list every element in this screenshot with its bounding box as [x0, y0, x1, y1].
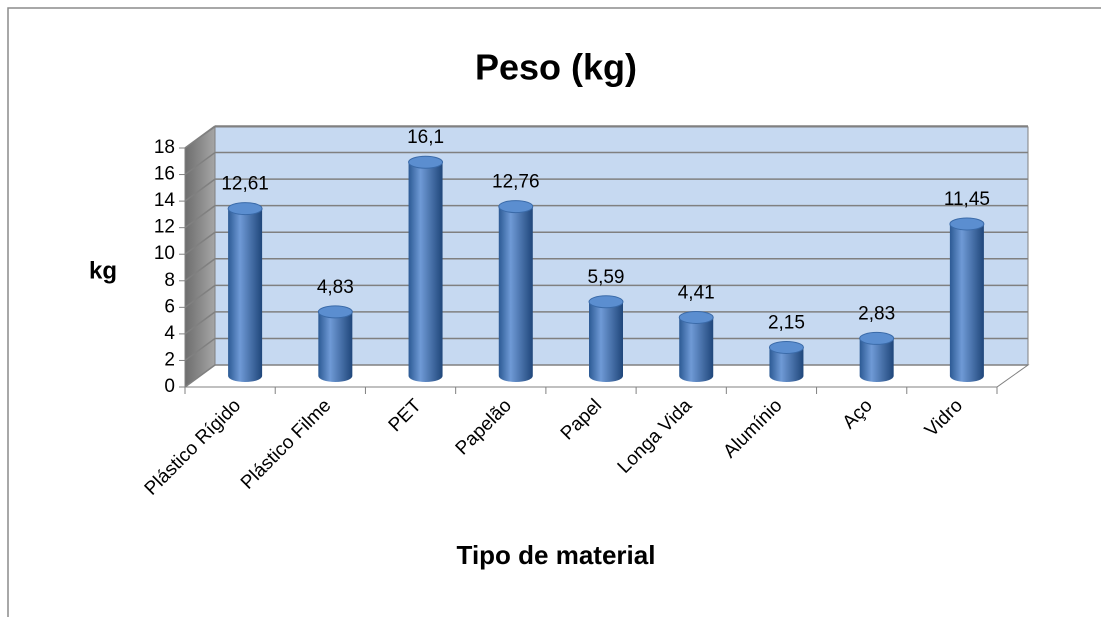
grid-line	[184, 178, 216, 202]
value-label: 4,83	[317, 277, 354, 298]
grid-line	[184, 205, 216, 229]
y-tick-label: 0	[164, 376, 175, 397]
bar	[589, 301, 623, 382]
value-label: 11,45	[944, 189, 990, 210]
x-tick-label: Longa Vida	[614, 395, 697, 478]
grid-line	[184, 258, 216, 282]
bar-top	[227, 202, 263, 216]
bar-top	[678, 310, 714, 324]
bar	[228, 208, 263, 382]
bar-top	[498, 200, 534, 214]
x-tick-label: Alumínio	[719, 395, 786, 462]
value-label: 12,76	[492, 172, 540, 193]
value-label: 5,59	[588, 267, 625, 288]
bar	[949, 223, 984, 382]
bar-top	[859, 331, 895, 345]
x-tick-label: Plástico Rígido	[141, 395, 245, 499]
grid-line	[184, 364, 216, 388]
y-tick-label: 6	[164, 296, 175, 317]
frame	[7, 7, 1101, 617]
x-tick-label: Aço	[839, 395, 877, 433]
y-tick-label: 10	[154, 243, 175, 264]
x-tick-label: Plástico Filme	[237, 395, 335, 493]
grid-line	[184, 151, 216, 176]
value-label: 4,41	[678, 282, 715, 303]
bar-top	[408, 155, 444, 169]
bar	[859, 338, 894, 382]
y-tick-label: 2	[164, 349, 175, 370]
y-axis-title: kg	[89, 257, 117, 284]
bar	[679, 317, 714, 382]
value-label: 2,15	[768, 312, 805, 333]
bar-top	[588, 295, 624, 309]
value-label: 16,1	[407, 127, 444, 148]
bar-top	[768, 340, 804, 354]
x-axis-title: Tipo de material	[457, 540, 656, 570]
chart-title: Peso (kg)	[475, 47, 637, 88]
x-tick-label: Papelão	[452, 395, 516, 459]
bar	[318, 311, 353, 382]
bar	[498, 206, 533, 382]
grid-line	[184, 311, 216, 335]
value-label: 12,61	[221, 174, 269, 195]
grid-line	[184, 125, 216, 149]
bar	[769, 347, 804, 382]
value-label: 2,83	[858, 303, 895, 324]
y-tick-label: 14	[154, 190, 176, 211]
side-wall	[184, 126, 216, 388]
x-tick-label: PET	[385, 395, 426, 436]
y-tick-label: 12	[154, 217, 175, 238]
bar-top	[949, 217, 985, 231]
grid-line	[184, 231, 216, 255]
x-tick-label: Papel	[557, 395, 606, 444]
x-tick-label: Vidro	[921, 395, 967, 441]
grid-line	[184, 284, 216, 308]
y-tick-label: 8	[164, 270, 175, 291]
grid-line	[184, 337, 216, 362]
y-tick-label: 16	[154, 164, 175, 185]
bar	[408, 162, 443, 382]
y-tick-label: 4	[164, 323, 175, 344]
bar-top	[317, 305, 353, 319]
y-tick-label: 18	[154, 137, 175, 158]
